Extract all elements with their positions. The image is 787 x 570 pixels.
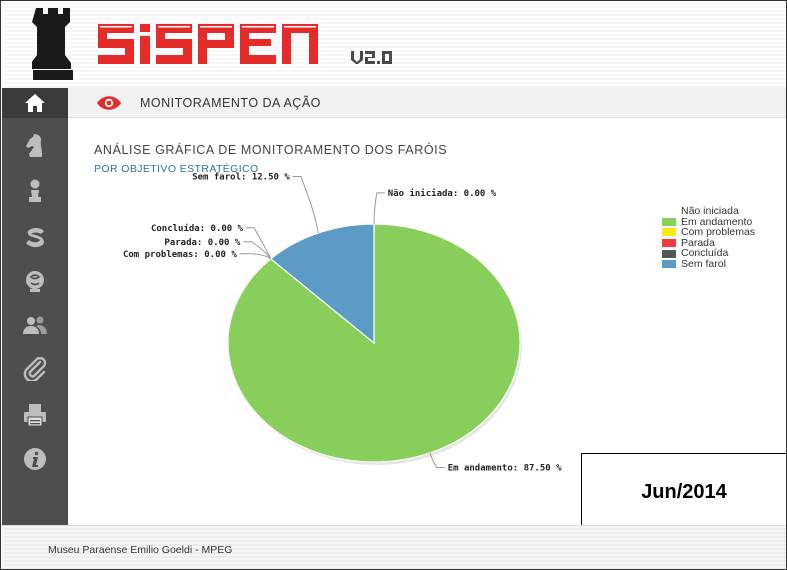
slice-label-sem-farol: Sem farol: 12.50 %	[192, 172, 290, 182]
legend-swatch	[662, 228, 676, 237]
users-icon	[23, 316, 47, 334]
legend-label: Sem farol	[681, 257, 726, 270]
leader-line-com-problemas	[239, 253, 272, 260]
date-stamp-box: Jun/2014	[581, 453, 786, 531]
pawn-icon	[29, 179, 41, 202]
printer-icon	[24, 404, 46, 427]
legend-swatch	[662, 239, 676, 248]
legend-swatch	[662, 249, 676, 258]
legend-item-concluida[interactable]: Concluída	[662, 248, 755, 259]
pie-chart: Não iniciada: 0.00 % Em andamento: 87.50 …	[123, 172, 562, 474]
header	[2, 2, 786, 88]
sidebar-item-knight[interactable]	[20, 131, 50, 161]
slice-label-concluida: Concluída: 0.00 %	[151, 224, 244, 234]
brain-icon	[26, 271, 44, 292]
sidebar-item-pawn[interactable]	[20, 176, 50, 206]
footer: Museu Paraense Emilio Goeldi - MPEG	[2, 525, 786, 569]
legend-item-com-problemas[interactable]: Com problemas	[662, 227, 755, 238]
legend-label: Concluída	[681, 247, 729, 260]
breadcrumb-title: MONITORAMENTO DA AÇÃO	[140, 96, 321, 110]
knight-icon	[26, 134, 42, 157]
slice-label-com-problemas: Com problemas: 0.00 %	[123, 250, 237, 260]
sidebar-item-print[interactable]	[20, 400, 50, 430]
slice-label-parada: Parada: 0.00 %	[164, 238, 240, 248]
breadcrumb: MONITORAMENTO DA AÇÃO	[68, 88, 786, 118]
date-stamp-text: Jun/2014	[641, 480, 727, 503]
sidebar-item-info[interactable]	[20, 444, 50, 474]
legend-item-sem-farol[interactable]: Sem farol	[662, 259, 755, 270]
s-symbol-icon	[26, 228, 44, 248]
chart-title: ANÁLISE GRÁFICA DE MONITORAMENTO DOS FAR…	[94, 143, 448, 157]
sidebar-item-ideas[interactable]	[20, 266, 50, 296]
leader-line-concluida	[246, 227, 272, 260]
slice-label-em-andamento: Em andamento: 87.50 %	[448, 464, 562, 474]
main-content: ANÁLISE GRÁFICA DE MONITORAMENTO DOS FAR…	[68, 119, 786, 525]
sidebar-item-home[interactable]	[20, 88, 50, 118]
rook-logo-icon	[32, 8, 73, 80]
legend-item-nao-iniciada[interactable]: Não iniciada	[662, 206, 755, 217]
paperclip-icon	[23, 357, 47, 381]
eye-icon	[97, 96, 121, 110]
sidebar-item-users[interactable]	[20, 310, 50, 340]
legend-label: Com problemas	[681, 226, 756, 239]
footer-text: Museu Paraense Emilio Goeldi - MPEG	[48, 544, 233, 556]
leader-line-sem-farol	[292, 175, 319, 234]
legend-swatch	[662, 217, 676, 226]
home-icon	[25, 94, 45, 112]
sispen-logo	[98, 24, 318, 64]
leader-line-em-andamento	[429, 452, 445, 469]
legend-item-parada[interactable]: Parada	[662, 238, 755, 249]
sidebar-item-strategy[interactable]	[20, 222, 50, 252]
info-icon	[24, 448, 46, 470]
leader-line-nao-iniciada	[373, 192, 385, 225]
slice-label-nao-iniciada: Não iniciada: 0.00 %	[388, 188, 497, 199]
legend-label: Parada	[681, 236, 715, 249]
sidebar-item-attachments[interactable]	[20, 354, 50, 384]
sidebar	[2, 88, 68, 525]
legend-item-em-andamento[interactable]: Em andamento	[662, 215, 755, 228]
version-badge	[351, 51, 392, 64]
legend-swatch	[662, 207, 676, 216]
legend-label: Não iniciada	[681, 205, 739, 217]
legend-swatch	[662, 260, 676, 269]
legend-label: Em andamento	[681, 215, 753, 228]
chart-legend: Não iniciada Em andamento Com problemas Par…	[662, 206, 755, 270]
chart-subtitle: POR OBJETIVO ESTRATÉGICO	[94, 163, 259, 175]
